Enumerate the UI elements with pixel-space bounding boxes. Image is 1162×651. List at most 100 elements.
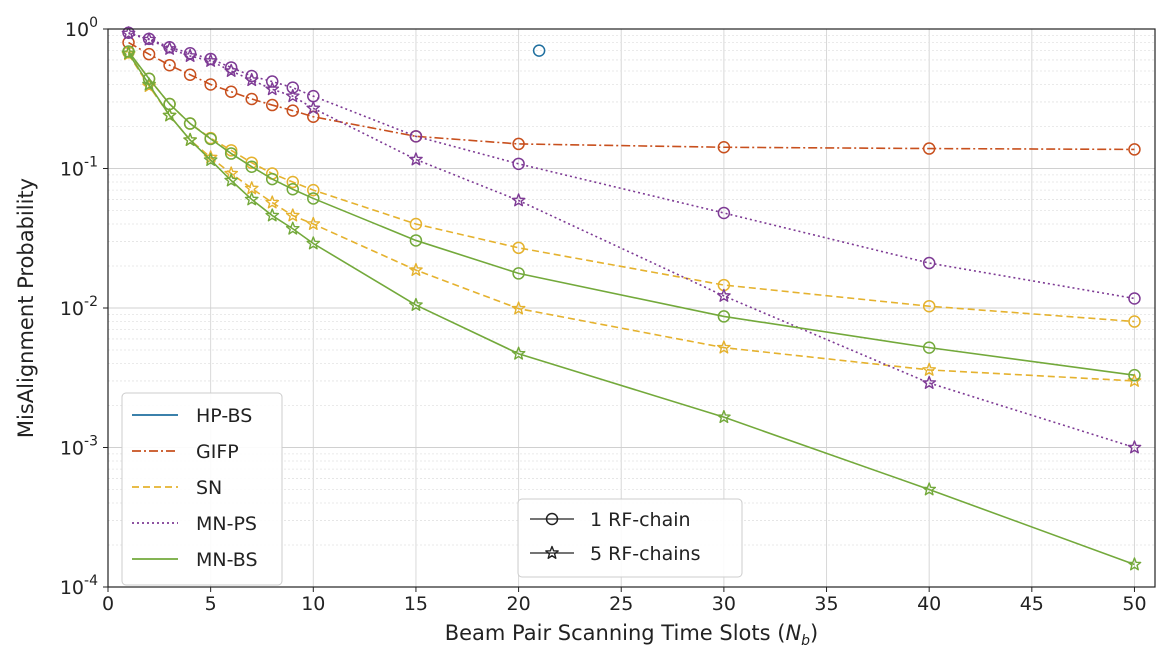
- data-point: [307, 183, 320, 197]
- data-point: [203, 152, 218, 166]
- data-point: [717, 141, 731, 154]
- series-mn-ps-star: [121, 26, 1142, 454]
- data-point: [224, 61, 238, 74]
- series-mn-bs-star: [121, 46, 1142, 571]
- data-point: [183, 48, 197, 62]
- x-axis-label-math: N: [785, 621, 801, 645]
- data-point: [285, 221, 300, 235]
- data-point: [245, 92, 258, 106]
- data-point: [121, 46, 136, 60]
- legend-circle-marker: [545, 512, 559, 526]
- series-hp-bs-circle: [532, 44, 546, 57]
- data-point: [409, 217, 423, 231]
- data-point: [1127, 440, 1142, 454]
- x-tick-label: 5: [205, 593, 217, 615]
- legend-markers: 1 RF-chain 5 RF-chains: [517, 498, 743, 578]
- data-point: [142, 47, 156, 61]
- y-tick-label: 100: [65, 15, 98, 41]
- data-point: [224, 63, 239, 77]
- x-axis-label: Beam Pair Scanning Time Slots (Nb): [445, 621, 819, 649]
- data-point: [224, 147, 238, 160]
- data-point: [532, 44, 546, 57]
- legend-star-marker: [545, 545, 559, 559]
- data-point: [307, 192, 320, 205]
- data-point: [183, 132, 197, 146]
- data-point: [306, 101, 321, 115]
- data-point: [285, 208, 300, 222]
- series-layer: [121, 26, 1142, 571]
- data-point: [409, 130, 423, 143]
- data-point: [162, 41, 177, 55]
- x-tick-label: 45: [1020, 593, 1044, 615]
- series-line: [127, 51, 1135, 323]
- legend-methods-box: [121, 392, 283, 586]
- legend-label-mn-ps: MN-PS: [196, 513, 257, 535]
- data-point: [512, 157, 525, 171]
- data-point: [203, 53, 218, 67]
- data-point: [922, 362, 937, 376]
- data-point: [1128, 143, 1141, 156]
- data-point: [409, 297, 423, 311]
- data-point: [512, 241, 525, 255]
- data-point: [717, 310, 731, 323]
- data-point: [286, 81, 300, 94]
- data-point: [717, 288, 731, 302]
- legend-marker-label: 5 RF-chains: [590, 543, 700, 565]
- data-point: [204, 132, 217, 146]
- y-tick-label: 10-1: [60, 155, 98, 181]
- legend-marker-label: 1 RF-chain: [590, 509, 691, 531]
- series-mn-ps-circle: [122, 26, 1141, 305]
- data-point: [265, 82, 280, 96]
- data-point: [265, 172, 279, 186]
- data-point: [1128, 292, 1141, 305]
- x-tick-label: 35: [814, 593, 838, 615]
- x-tick-label: 10: [301, 593, 325, 615]
- data-point: [511, 346, 526, 360]
- legend-label-mn-bs: MN-BS: [196, 549, 258, 571]
- y-tick-label: 10-2: [60, 294, 98, 320]
- data-point: [1128, 315, 1141, 328]
- data-point: [265, 98, 279, 112]
- data-point: [183, 117, 197, 130]
- x-tick-label: 25: [609, 593, 633, 615]
- data-point: [1127, 557, 1142, 571]
- data-point: [244, 192, 259, 206]
- data-point: [409, 234, 423, 247]
- x-tick-label: 20: [506, 593, 530, 615]
- data-point: [285, 88, 300, 103]
- legend-methods: HP-BS GIFP SN MN-PS MN-BS: [121, 392, 283, 586]
- x-tick-label: 40: [917, 593, 941, 615]
- data-point: [265, 75, 279, 88]
- y-tick-label: 10-3: [60, 434, 98, 460]
- data-point: [409, 262, 423, 277]
- data-point: [922, 142, 936, 155]
- data-point: [224, 173, 239, 187]
- data-point: [265, 208, 280, 222]
- series-line: [127, 50, 1135, 376]
- data-point: [922, 256, 936, 270]
- series-line: [128, 31, 1135, 300]
- data-point: [204, 78, 217, 91]
- series-line: [128, 41, 1135, 151]
- legend-label-sn: SN: [196, 477, 222, 499]
- x-tick-label: 30: [712, 593, 736, 615]
- x-tick-label: 15: [404, 593, 428, 615]
- data-point: [511, 193, 526, 207]
- data-point: [511, 301, 526, 315]
- series-gifp-circle: [122, 36, 1141, 156]
- x-axis-label-text: Beam Pair Scanning Time Slots: [445, 621, 771, 645]
- legend-label-hp-bs: HP-BS: [196, 405, 252, 427]
- data-point: [163, 58, 176, 72]
- data-point: [121, 26, 136, 40]
- x-axis-label-sub: b: [801, 633, 810, 649]
- data-point: [183, 68, 197, 81]
- data-point: [286, 104, 300, 117]
- data-point: [409, 152, 423, 166]
- data-point: [717, 206, 731, 220]
- data-point: [306, 236, 321, 250]
- data-point: [286, 182, 300, 196]
- data-point: [306, 216, 321, 230]
- data-point: [224, 166, 239, 180]
- data-point: [162, 108, 177, 122]
- data-point: [245, 160, 258, 173]
